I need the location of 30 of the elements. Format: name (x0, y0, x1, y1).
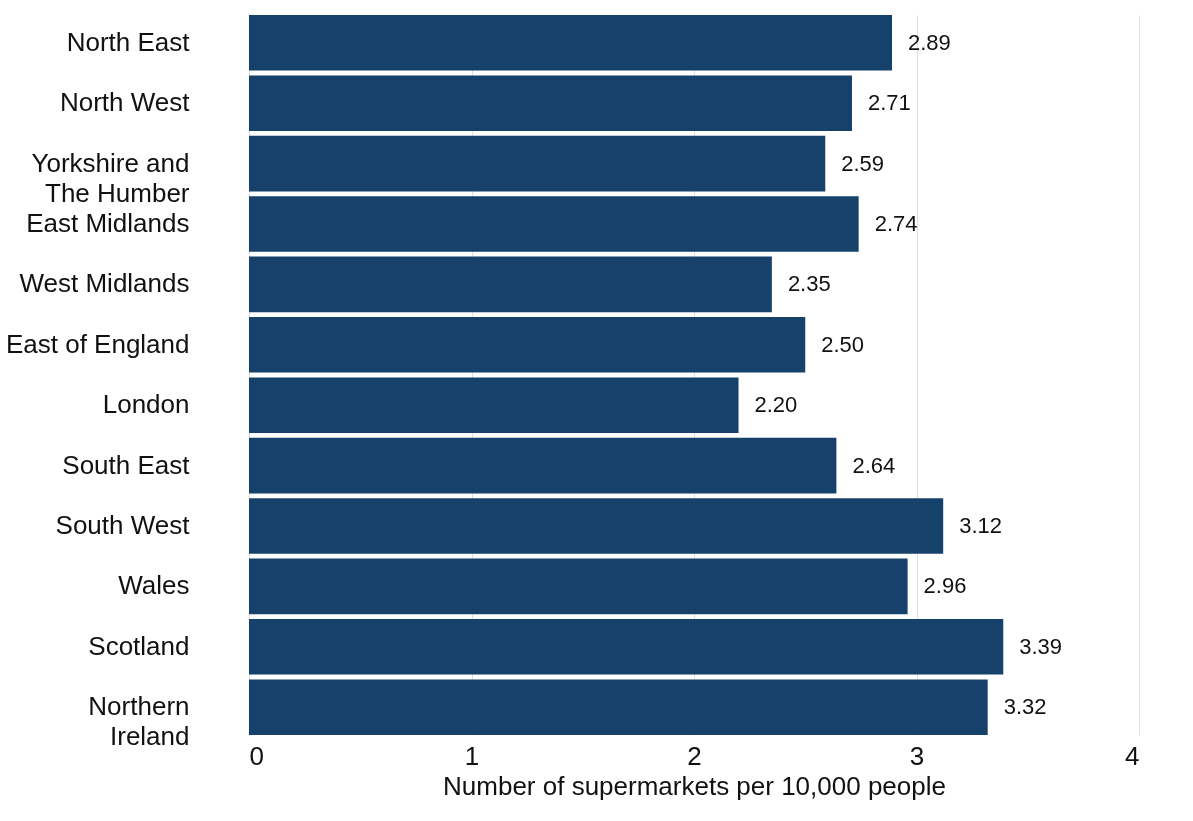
x-tick-label: 1 (464, 740, 480, 771)
data-label: 2.71 (867, 90, 911, 116)
y-tick-label: South East (62, 449, 191, 480)
y-tick-label: North East (66, 26, 191, 57)
data-label: 2.74 (874, 210, 918, 236)
data-label: 3.39 (1019, 633, 1063, 659)
y-tick-label: East Midlands (26, 207, 190, 238)
data-label: 3.12 (959, 513, 1003, 539)
y-tick-label: London (102, 389, 190, 420)
data-label: 2.20 (754, 392, 798, 418)
x-axis-title: Number of supermarkets per 10,000 people (443, 770, 946, 801)
y-tick-label: North West (59, 87, 191, 118)
x-tick-label: 2 (687, 740, 702, 771)
y-tick-label: West Midlands (19, 268, 190, 299)
y-tick-label: Wales (118, 570, 190, 601)
x-tick-label: 3 (909, 740, 925, 771)
y-tick-label: East of England (5, 328, 190, 359)
data-label: 2.35 (787, 271, 831, 297)
data-label: 2.96 (923, 573, 967, 599)
data-label: 2.50 (821, 331, 865, 357)
data-label: 3.32 (1003, 694, 1047, 720)
y-tick-label: Yorkshire and The Humber (31, 147, 190, 208)
data-label: 2.89 (908, 29, 951, 55)
y-tick-label: Scotland (88, 630, 190, 661)
y-tick-label: South West (55, 510, 191, 541)
x-tick-label: 4 (1125, 740, 1140, 771)
y-tick-label: Northern Ireland (88, 691, 190, 752)
data-label: 2.59 (841, 150, 885, 176)
x-tick-label: 0 (249, 740, 264, 771)
data-label: 2.64 (852, 452, 896, 478)
